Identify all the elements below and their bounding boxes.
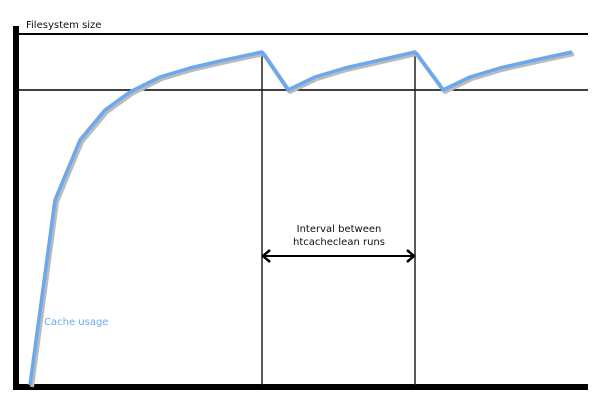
y-axis bbox=[13, 26, 19, 390]
y-axis-label: Filesystem size bbox=[26, 20, 101, 31]
cache-usage-line bbox=[28, 50, 573, 386]
interval-arrow bbox=[261, 249, 416, 263]
interval-label-line1: Interval between bbox=[297, 224, 382, 235]
interval-label-line2: htcacheclean runs bbox=[293, 237, 385, 248]
x-axis bbox=[13, 384, 588, 390]
cache-usage-shadow bbox=[30, 52, 575, 388]
cache-usage-label: Cache usage bbox=[44, 317, 108, 328]
